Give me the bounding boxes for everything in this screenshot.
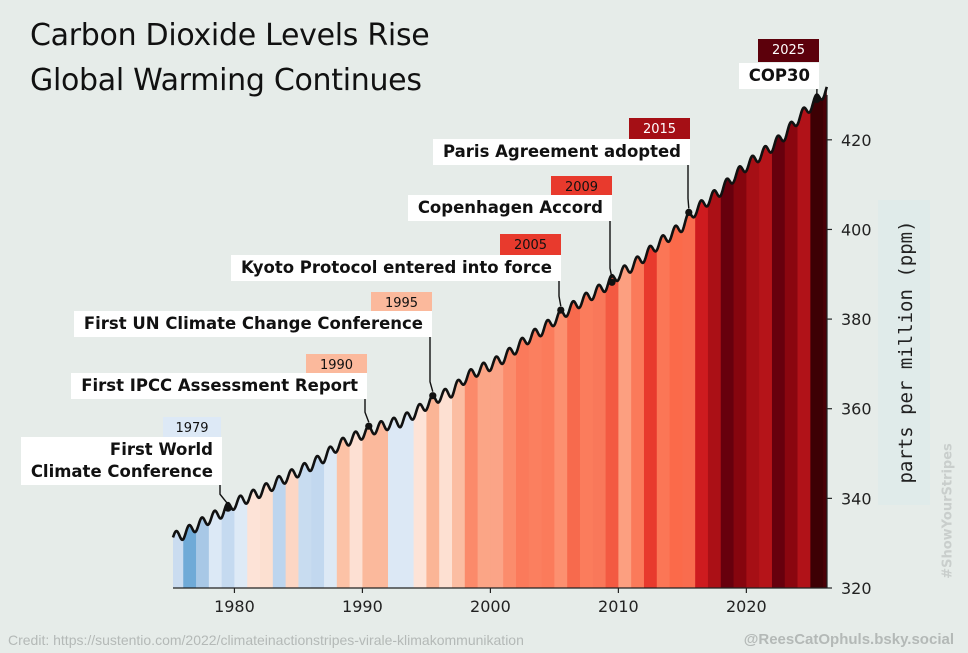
stripe-2024: [797, 86, 811, 588]
event-pin-line-2009: [609, 219, 613, 279]
event-label-2005: Kyoto Protocol entered into force: [231, 255, 561, 281]
y-tick-label-400: 400: [841, 220, 872, 239]
event-dot-2005: [557, 306, 565, 314]
stripe-2018: [720, 86, 734, 588]
x-tick-label-1990: 1990: [342, 597, 383, 616]
y-tick-label-380: 380: [841, 310, 872, 329]
stripe-2021: [759, 86, 773, 588]
hashtag: #ShowYourStripes: [940, 443, 956, 579]
event-label-1990: First IPCC Assessment Report: [71, 373, 367, 399]
title-line-2: Global Warming Continues: [30, 63, 422, 98]
y-axis-label: parts per million (ppm): [895, 220, 917, 484]
event-label-1995: First UN Climate Change Conference: [73, 311, 432, 337]
title-line-1: Carbon Dioxide Levels Rise: [30, 18, 430, 53]
event-pin-line-2005: [558, 280, 562, 307]
event-label-2009: Copenhagen Accord: [407, 195, 612, 221]
y-tick-label-360: 360: [841, 400, 872, 419]
stripe-2022: [771, 86, 786, 588]
co2-curve: [171, 86, 829, 542]
y-tick-label-420: 420: [841, 131, 872, 150]
event-dot-2015: [685, 208, 693, 216]
y-tick-label-340: 340: [841, 489, 872, 508]
x-tick-label-2010: 2010: [598, 597, 639, 616]
stripe-2023: [784, 86, 798, 588]
author-handle: @ReesCatOphuls.bsky.social: [743, 631, 954, 648]
event-year-1995: 1995: [371, 292, 432, 315]
x-tick-label-1980: 1980: [214, 597, 255, 616]
stripe-2025: [810, 86, 824, 588]
event-dot-1979: [224, 504, 232, 512]
event-year-2005: 2005: [500, 234, 561, 257]
event-dot-1995: [429, 392, 437, 400]
event-year-2009: 2009: [551, 176, 612, 199]
event-dot-2009: [608, 278, 616, 286]
y-axis-label-box: [878, 200, 930, 505]
event-pin-line-1979: [219, 485, 229, 505]
credit-text: Credit: https://sustentio.com/2022/clima…: [8, 632, 524, 648]
y-tick-label-320: 320: [841, 579, 872, 598]
event-label-1979: First World Climate Conference: [20, 437, 222, 485]
event-pin-line-2015: [687, 163, 690, 209]
x-tick-label-2000: 2000: [470, 597, 511, 616]
stripe-2020: [746, 86, 760, 588]
x-tick-label-2020: 2020: [726, 597, 767, 616]
event-label-2015: Paris Agreement adopted: [433, 139, 690, 165]
stripe-2019: [733, 86, 747, 588]
event-pin-line-1995: [429, 336, 434, 392]
stripe-2017: [707, 86, 722, 588]
stripe-2016: [695, 86, 709, 588]
event-year-2015: 2015: [629, 118, 690, 141]
event-dot-2025: [813, 95, 821, 104]
event-year-2025: 2025: [758, 39, 819, 62]
event-year-1990: 1990: [306, 354, 367, 377]
event-label-2025: COP30: [738, 63, 819, 89]
event-year-1979: 1979: [163, 417, 221, 440]
event-pin-line-1990: [364, 398, 370, 423]
event-dot-1990: [365, 422, 373, 430]
stripe-2026: [823, 86, 827, 588]
